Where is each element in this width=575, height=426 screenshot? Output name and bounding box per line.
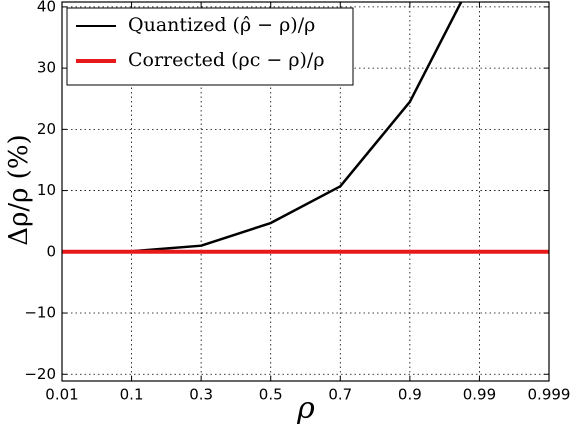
y-axis-label: Δρ/ρ (%) — [4, 134, 34, 245]
x-tick-label: 0.5 — [259, 386, 283, 404]
legend-label: Quantized (ρ̂ − ρ)/ρ — [128, 14, 315, 36]
plot-area — [62, 2, 549, 254]
y-tick-label: −20 — [24, 365, 56, 383]
legend-label: Corrected (ρc − ρ)/ρ — [128, 49, 325, 71]
y-tick-label: 20 — [37, 120, 56, 138]
x-tick-label: 0.99 — [463, 386, 496, 404]
x-axis-label: ρ — [296, 391, 315, 426]
x-tick-label: 0.1 — [120, 386, 144, 404]
x-tick-label: 0.999 — [528, 386, 571, 404]
plot-frame — [61, 1, 550, 382]
x-tick-label: 0.9 — [398, 386, 422, 404]
x-tick-label: 0.7 — [328, 386, 352, 404]
y-tick-label: −10 — [24, 304, 56, 322]
x-tick-label: 0.01 — [45, 386, 78, 404]
y-tick-label: 30 — [37, 59, 56, 77]
legend-box — [66, 7, 354, 86]
y-tick-label: 40 — [37, 0, 56, 15]
x-tick-label: 0.3 — [189, 386, 213, 404]
y-tick-label: 0 — [46, 242, 56, 260]
y-tick-label: 10 — [37, 181, 56, 199]
